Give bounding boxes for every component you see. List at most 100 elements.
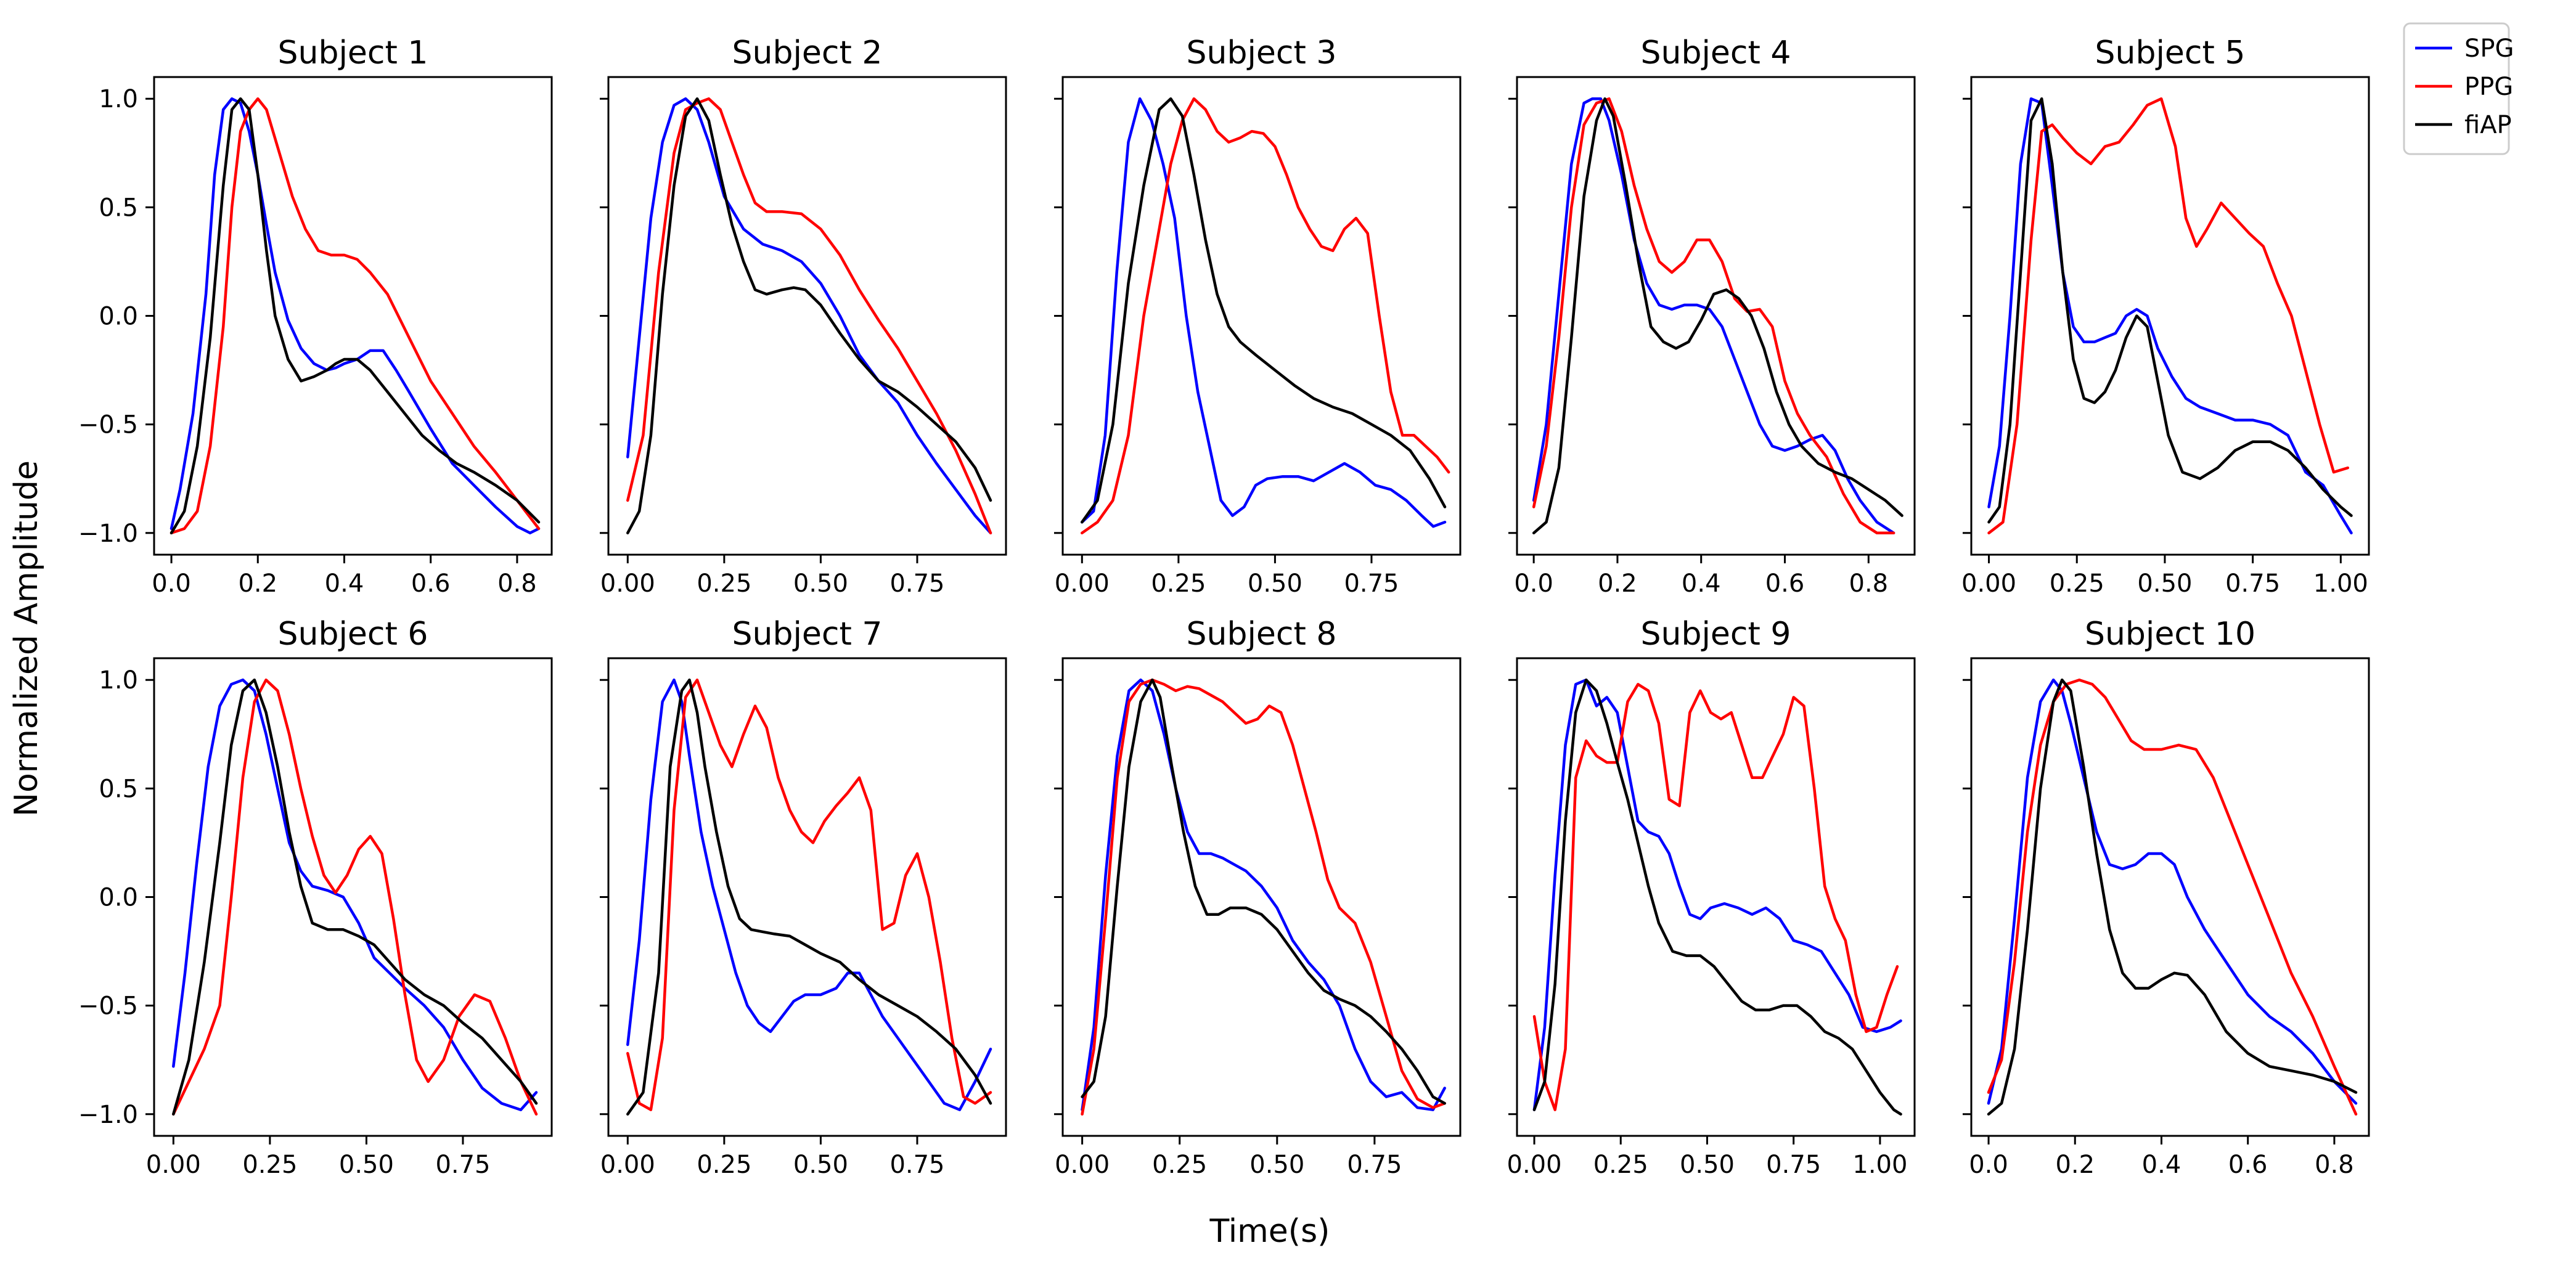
x-axis-label: Time(s) xyxy=(1209,1213,1330,1250)
x-tick-label: 0.4 xyxy=(2142,1151,2181,1179)
x-tick-label: 0.75 xyxy=(2225,569,2280,598)
series-line-ppg xyxy=(170,97,541,535)
y-tick-label: 0.0 xyxy=(99,303,138,331)
y-tick-label: 1.0 xyxy=(99,85,138,113)
subplot-title: Subject 9 xyxy=(1640,616,1791,653)
x-tick-label: 1.00 xyxy=(2313,569,2368,598)
series-line-ppg xyxy=(1081,678,1446,1116)
x-tick-label: 0.50 xyxy=(793,1151,848,1179)
series-line-spg xyxy=(1081,97,1447,528)
x-tick-label: 0.2 xyxy=(1598,569,1637,598)
x-tick-label: 0.00 xyxy=(1507,1151,1562,1179)
x-tick-label: 0.50 xyxy=(2137,569,2192,598)
series-line-spg xyxy=(1987,97,2353,535)
x-tick-label: 0.00 xyxy=(600,1151,655,1179)
x-tick-label: 0.8 xyxy=(1849,569,1889,598)
x-tick-label: 0.25 xyxy=(1152,1151,1207,1179)
x-tick-label: 0.50 xyxy=(1680,1151,1735,1179)
x-tick-label: 0.50 xyxy=(339,1151,394,1179)
x-tick-label: 0.25 xyxy=(1593,1151,1648,1179)
subplot-title: Subject 7 xyxy=(732,616,882,653)
subplot-title: Subject 5 xyxy=(2095,35,2245,71)
x-tick-label: 0.50 xyxy=(793,569,848,598)
series-line-fiap xyxy=(1532,97,1903,535)
y-tick-label: −0.5 xyxy=(78,992,138,1021)
x-tick-label: 0.4 xyxy=(325,569,364,598)
series-line-fiap xyxy=(172,678,538,1116)
legend-item-spg: SPG xyxy=(2415,35,2514,63)
series-line-fiap xyxy=(1081,97,1447,524)
subplot-subject-2: Subject 2 0.00 0.25 0.50 0.75 xyxy=(600,35,1007,598)
series-line-fiap xyxy=(626,678,992,1116)
series-line-spg xyxy=(172,678,538,1111)
x-tick-label: 0.00 xyxy=(600,569,655,598)
subplot-subject-1: Subject 1 0.0 0.2 0.4 0.6 0.8 −1.0 −0.5 0.0 0.5 1.… xyxy=(78,35,553,598)
series-line-ppg xyxy=(626,678,992,1111)
series-line-spg xyxy=(626,97,992,535)
x-tick-label: 0.6 xyxy=(1765,569,1805,598)
x-tick-label: 0.75 xyxy=(435,1151,490,1179)
legend-item-ppg: PPG xyxy=(2415,73,2513,101)
x-tick-label: 0.75 xyxy=(889,569,944,598)
legend-label: fiAP xyxy=(2464,111,2512,139)
x-tick-label: 0.00 xyxy=(1055,569,1110,598)
x-tick-label: 0.25 xyxy=(697,569,751,598)
series-line-spg xyxy=(1532,678,1902,1111)
subplot-grid: Subject 1 0.0 0.2 0.4 0.6 0.8 −1.0 −0.5 0.0 0.5 1.… xyxy=(78,35,2370,1179)
y-axis-label: Normalized Amplitude xyxy=(8,460,45,817)
legend-label: SPG xyxy=(2464,35,2514,63)
y-tick-label: 1.0 xyxy=(99,666,138,695)
series-line-spg xyxy=(170,97,541,535)
x-tick-label: 0.25 xyxy=(697,1151,751,1179)
x-tick-label: 0.8 xyxy=(497,569,537,598)
x-tick-label: 0.6 xyxy=(2228,1151,2268,1179)
x-tick-label: 0.0 xyxy=(1969,1151,2008,1179)
x-tick-label: 0.8 xyxy=(2315,1151,2354,1179)
series-line-ppg xyxy=(1532,683,1899,1111)
series-line-fiap xyxy=(1987,678,2358,1116)
legend-frame xyxy=(2403,22,2510,155)
series-line-ppg xyxy=(626,97,992,535)
x-tick-label: 0.00 xyxy=(1055,1151,1110,1179)
series-line-fiap xyxy=(1081,678,1446,1105)
series-line-spg xyxy=(1081,678,1446,1111)
x-tick-label: 0.50 xyxy=(1248,569,1302,598)
subplot-title: Subject 4 xyxy=(1640,35,1791,71)
y-tick-label: −0.5 xyxy=(78,411,138,439)
x-tick-label: 1.00 xyxy=(1852,1151,1907,1179)
series-line-ppg xyxy=(1532,97,1895,535)
y-tick-label: −1.0 xyxy=(78,520,138,548)
subplot-title: Subject 6 xyxy=(277,616,428,653)
subplot-title: Subject 10 xyxy=(2085,616,2255,653)
x-tick-label: 0.25 xyxy=(1151,569,1206,598)
series-line-fiap xyxy=(170,97,541,535)
subplot-subject-7: Subject 7 0.00 0.25 0.50 0.75 xyxy=(600,616,1007,1179)
subplot-title: Subject 3 xyxy=(1186,35,1336,71)
x-tick-label: 0.25 xyxy=(2050,569,2104,598)
subplot-subject-5: Subject 5 0.00 0.25 0.50 0.75 1.00 xyxy=(1961,35,2370,598)
subplot-title: Subject 1 xyxy=(277,35,428,71)
x-tick-label: 0.4 xyxy=(1682,569,1721,598)
subplot-subject-6: Subject 6 0.00 0.25 0.50 0.75 −1.0 −0.5 0.0 0.5 1… xyxy=(78,616,553,1179)
x-tick-label: 0.0 xyxy=(1514,569,1553,598)
x-tick-label: 0.75 xyxy=(889,1151,944,1179)
series-line-ppg xyxy=(1987,678,2358,1116)
legend-item-fiap: fiAP xyxy=(2415,111,2512,139)
legend: SPG PPG fiAP xyxy=(2403,22,2514,155)
y-tick-label: −1.0 xyxy=(78,1101,138,1129)
x-tick-label: 0.0 xyxy=(152,569,191,598)
x-tick-label: 0.6 xyxy=(411,569,451,598)
x-tick-label: 0.75 xyxy=(1766,1151,1821,1179)
series-line-fiap xyxy=(1987,97,2353,524)
subplot-subject-8: Subject 8 0.00 0.25 0.50 0.75 xyxy=(1054,616,1462,1179)
series-line-fiap xyxy=(1532,678,1902,1116)
x-tick-label: 0.2 xyxy=(2055,1151,2095,1179)
y-tick-label: 0.0 xyxy=(99,884,138,912)
series-line-ppg xyxy=(1081,97,1450,535)
subplot-title: Subject 8 xyxy=(1186,616,1336,653)
series-line-ppg xyxy=(172,678,538,1116)
y-tick-label: 0.5 xyxy=(99,775,138,803)
series-line-fiap xyxy=(626,97,992,535)
